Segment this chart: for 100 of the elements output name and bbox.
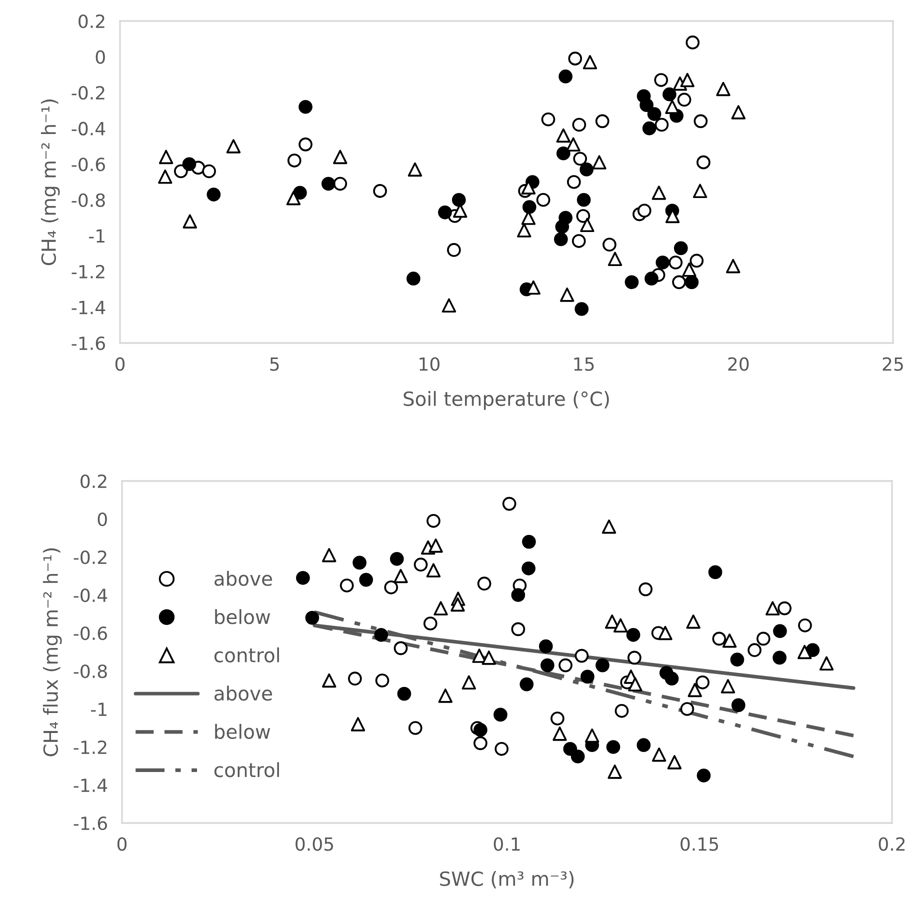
point [766, 601, 780, 616]
y-tick-label: -1.2 [72, 264, 104, 278]
point [730, 652, 744, 667]
x-tick-label: 20 [728, 357, 749, 371]
point [442, 298, 456, 313]
point [333, 176, 348, 191]
point [340, 578, 354, 592]
point [819, 656, 834, 671]
point [350, 717, 366, 732]
point [397, 686, 412, 701]
x-tick-label: 0.15 [680, 837, 718, 851]
point [608, 764, 622, 779]
point [652, 186, 666, 200]
point [322, 548, 336, 562]
point [652, 747, 666, 762]
point [556, 128, 571, 143]
point [522, 534, 536, 549]
point [538, 639, 553, 654]
point [638, 582, 653, 596]
point [654, 73, 668, 87]
point [647, 107, 662, 121]
y-tick-label: -0.2 [72, 86, 104, 100]
point [726, 258, 740, 274]
point [684, 275, 699, 290]
point [756, 632, 770, 646]
y-tick-label: -1 [90, 702, 106, 716]
point [606, 740, 620, 754]
point [628, 650, 642, 665]
legend-label: control [214, 762, 279, 778]
point [296, 570, 310, 585]
point [333, 150, 348, 164]
point [558, 70, 572, 84]
point [502, 496, 516, 511]
point [394, 641, 408, 656]
point [206, 188, 221, 202]
y-tick-label: -0.8 [72, 193, 105, 208]
point [636, 738, 651, 752]
point [322, 673, 336, 688]
point [298, 138, 312, 152]
point [696, 675, 710, 690]
point [428, 538, 443, 553]
x-tick-label: 25 [882, 357, 903, 371]
point [628, 677, 642, 692]
point [293, 186, 307, 200]
point [626, 628, 640, 642]
point [654, 118, 669, 132]
point [778, 601, 792, 616]
y-tick-label: -1.6 [72, 336, 105, 350]
point [580, 218, 594, 232]
point [352, 556, 366, 570]
point [560, 288, 574, 302]
point [722, 633, 737, 648]
point [580, 162, 594, 176]
point [566, 137, 580, 152]
point [359, 572, 374, 587]
point [672, 275, 686, 290]
x-tick-label: 0.05 [296, 837, 334, 851]
point [662, 87, 676, 102]
point [720, 679, 736, 694]
legend-label: above [214, 686, 272, 701]
point [608, 252, 622, 266]
point [406, 272, 420, 286]
point [677, 92, 692, 107]
point [174, 164, 188, 178]
point [716, 82, 730, 96]
point [438, 205, 452, 220]
x-tick-label: 0 [115, 357, 125, 371]
point [554, 232, 568, 246]
point [602, 519, 616, 534]
point [298, 100, 312, 114]
x-tick-label: 5 [270, 357, 279, 371]
y-axis-title: CH₄ (mg m⁻² h⁻¹) [40, 99, 60, 266]
point [570, 750, 585, 764]
point [797, 644, 812, 660]
point [674, 241, 688, 256]
point [582, 55, 598, 70]
y-tick-label: -1.4 [72, 300, 106, 314]
point [158, 170, 172, 184]
point [731, 105, 746, 120]
point [667, 755, 682, 770]
point [202, 164, 216, 178]
point [414, 558, 428, 572]
x-tick-label: 0.1 [494, 837, 520, 851]
point [614, 704, 629, 718]
point [182, 214, 197, 228]
y-tick-label: -1 [88, 229, 104, 243]
point [426, 563, 441, 578]
point [158, 150, 174, 164]
point [576, 209, 590, 223]
point [680, 72, 694, 88]
point [664, 672, 679, 686]
point [494, 708, 508, 722]
point [574, 648, 589, 663]
point [522, 200, 536, 214]
y-tick-label: -0.2 [74, 550, 106, 564]
point [644, 272, 658, 286]
point [682, 262, 696, 277]
point [580, 670, 594, 684]
point [576, 192, 591, 207]
point [474, 722, 488, 737]
